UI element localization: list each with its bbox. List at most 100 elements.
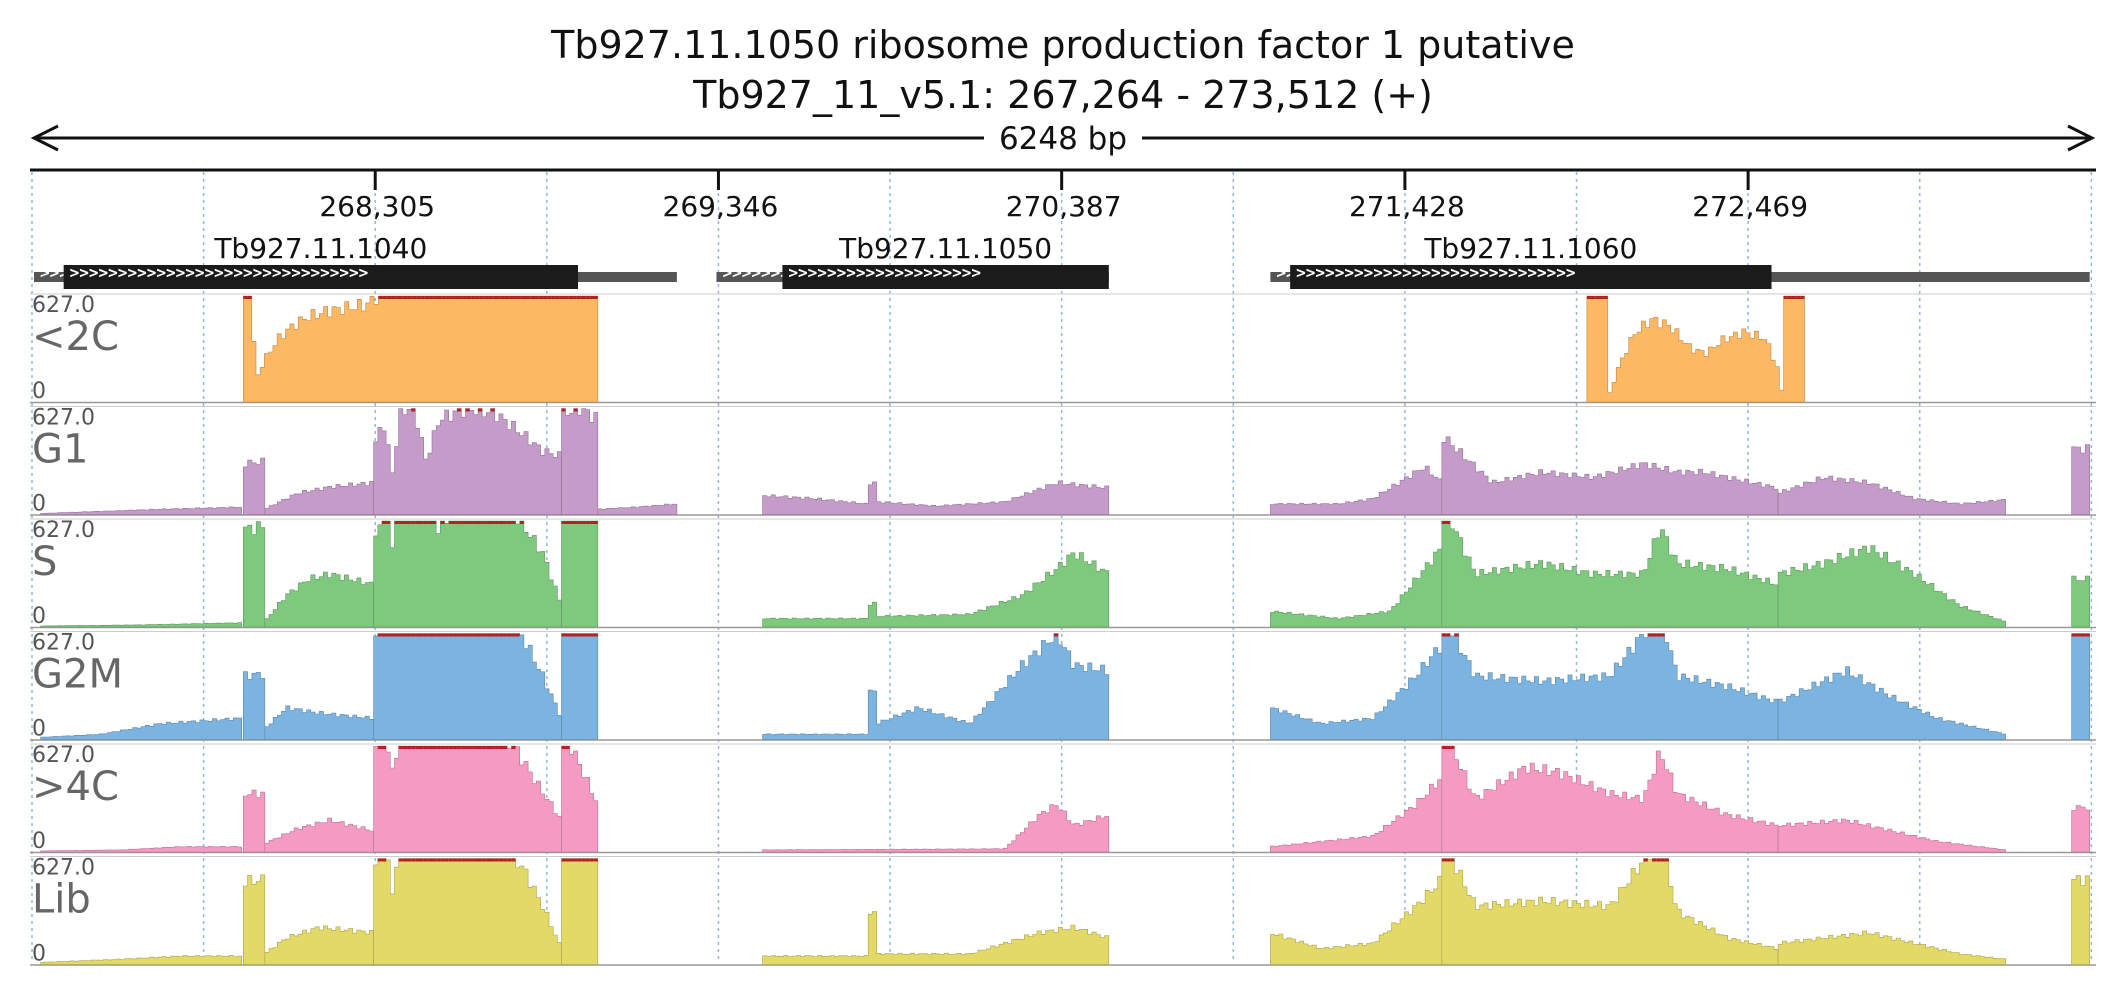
clip-mark-2-3-7 (415, 521, 420, 524)
coverage-area-5-1 (243, 874, 266, 965)
coverage-area-4-5 (762, 804, 1110, 853)
clip-mark-5-3-16 (457, 858, 462, 862)
coverage-area-3-1 (243, 671, 266, 740)
clip-mark-5-7-1 (1446, 858, 1451, 862)
clip-mark-3-4-8 (593, 633, 598, 637)
coverage-area-3-9 (2071, 633, 2090, 740)
clip-mark-4-4-1 (565, 746, 570, 749)
clip-mark-0-0-42 (547, 296, 552, 299)
track-min-label-1: 0 (32, 492, 46, 517)
clip-mark-2-3-27 (507, 521, 512, 524)
clip-mark-3-9-0 (2071, 633, 2077, 637)
clip-mark-2-4-5 (581, 521, 586, 524)
clip-mark-3-3-18 (452, 633, 458, 637)
clip-mark-5-7-2 (1450, 858, 1455, 862)
clip-mark-1-4-1 (573, 408, 578, 412)
coverage-area-1-7 (1270, 465, 1443, 515)
clip-mark-0-0-46 (564, 296, 569, 299)
gene-2[interactable]: >>>>>>>>>>>>>>>>>>>>>>>>>>>>>>>>>>>>>>>>… (1270, 232, 2090, 289)
clip-mark-3-7-4 (1652, 633, 1657, 637)
coverage-tracks: 627.0<2C0627.0G10627.0S0627.0G2M0627.0>4… (30, 293, 2096, 967)
clip-mark-3-3-6 (402, 633, 407, 637)
clip-mark-0-0-20 (454, 296, 459, 299)
coverage-area-5-3 (373, 858, 562, 965)
chart-title: Tb927.11.1050 ribosome production factor… (550, 23, 1575, 67)
span-length-label: 6248 bp (999, 121, 1127, 157)
track-min-label-4: 0 (32, 829, 46, 854)
coverage-area-1-1 (243, 457, 266, 515)
coverage-area-4-1 (243, 789, 266, 853)
cds-chevrons-0: >>>>>>>>>>>>>>>>>>>>>>>>>>>>>>> (70, 263, 369, 282)
clip-mark-1-4-0 (561, 408, 566, 412)
clip-mark-0-0-53 (593, 296, 598, 299)
coverage-area-4-6 (1270, 779, 1443, 853)
clip-mark-2-3-29 (519, 521, 524, 524)
clip-mark-0-0-47 (568, 296, 573, 299)
coverage-area-2-1 (243, 521, 266, 628)
clip-mark-3-3-33 (515, 633, 520, 637)
track-name-1: G1 (32, 427, 88, 473)
clip-mark-2-3-4 (402, 521, 407, 524)
clip-mark-0-1-3 (1599, 296, 1604, 299)
coverage-area-2-7 (1441, 520, 1779, 628)
clip-mark-3-3-20 (461, 633, 466, 637)
track-2: 627.0S 0 (30, 518, 2096, 629)
track-min-label-5: 0 (32, 942, 46, 967)
clip-mark-2-3-25 (498, 521, 504, 524)
clip-mark-0-0-8 (403, 296, 408, 299)
clip-mark-0-0-26 (479, 296, 484, 299)
clip-mark-2-3-6 (411, 521, 416, 524)
coverage-area-1-6 (762, 480, 1110, 515)
coverage-area-3-5 (762, 633, 1110, 740)
coverage-area-4-7 (1441, 745, 1779, 853)
clip-mark-4-7-2 (1450, 746, 1455, 749)
clip-mark-3-3-21 (465, 633, 470, 637)
clip-mark-5-4-4 (577, 858, 582, 862)
clip-mark-5-3-19 (469, 858, 474, 862)
clip-mark-5-3-11 (436, 858, 441, 862)
clip-mark-3-7-6 (1660, 633, 1665, 637)
span-arrow: 6248 bp (30, 120, 2096, 157)
clip-mark-5-3-2 (398, 858, 403, 862)
clip-mark-0-0-4 (386, 296, 392, 299)
clip-mark-3-3-27 (490, 633, 495, 637)
clip-mark-4-3-1 (381, 746, 387, 749)
clip-mark-5-3-3 (402, 858, 407, 862)
gene-0[interactable]: >>>>>>>>>>>>>>>>>>>>>>>>>>>>>>>>>>>>>>>>… (33, 232, 677, 289)
clip-mark-0-0-36 (521, 296, 527, 299)
coverage-area-3-3 (373, 633, 562, 740)
clip-mark-1-3-0 (411, 408, 416, 412)
coverage-area-1-4 (561, 408, 599, 515)
track-min-label-0: 0 (32, 379, 46, 404)
clip-mark-0-0-5 (391, 296, 396, 299)
clip-mark-4-3-19 (469, 746, 474, 749)
track-1: 627.0G1 0 (30, 406, 2096, 517)
clip-mark-4-3-7 (419, 746, 424, 749)
track-name-0: <2C (32, 314, 119, 360)
clip-mark-4-3-0 (377, 746, 382, 749)
clip-mark-0-1-6 (1787, 296, 1792, 299)
clip-mark-0-0-12 (420, 296, 425, 299)
clip-mark-5-3-12 (440, 858, 445, 862)
clip-mark-5-3-29 (511, 858, 516, 862)
clip-mark-0-0-39 (534, 296, 539, 299)
clip-mark-3-3-31 (507, 633, 512, 637)
clip-mark-0-0-7 (399, 296, 404, 299)
gene-1[interactable]: >>>>>>>>>>>>>>>>>>>>>>>>>>>>>>>>>>>>>>>>… (716, 232, 1109, 289)
tick-label-1: 269,346 (663, 190, 779, 223)
clip-mark-0-0-17 (441, 296, 446, 299)
clip-mark-2-4-3 (573, 521, 578, 524)
clip-mark-2-3-1 (386, 521, 391, 524)
clip-mark-5-3-13 (444, 858, 449, 862)
track-name-5: Lib (32, 877, 91, 923)
coverage-area-5-6 (1270, 875, 1443, 965)
clip-mark-3-3-32 (511, 633, 516, 637)
coverage-area-5-8 (1777, 930, 2006, 965)
coverage-area-1-10 (2071, 444, 2090, 515)
clip-mark-5-3-20 (473, 858, 478, 862)
coverage-area-5-2 (264, 925, 374, 965)
clip-mark-5-4-5 (581, 858, 586, 862)
track-max-label-2: 627.0 (32, 518, 95, 543)
coverage-area-2-0 (40, 622, 242, 628)
